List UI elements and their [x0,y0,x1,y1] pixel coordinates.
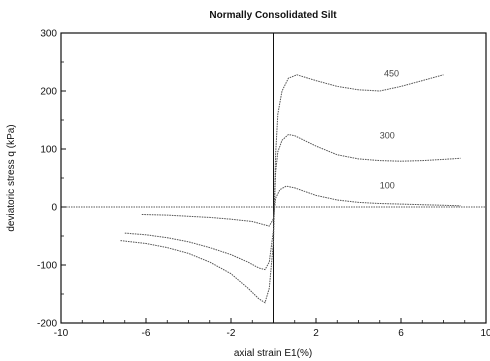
series-line-450 [120,74,444,304]
y-tick-label: 100 [40,145,57,156]
chart-title: Normally Consolidated Silt [209,10,337,21]
x-tick-label: -10 [54,328,69,339]
series-label-100: 100 [380,180,395,190]
series-line-100 [141,185,461,227]
series-line-300 [124,133,461,271]
x-tick-label: 6 [398,328,404,339]
axis-ticks: -10 -6 -2 2 6 10 -200 -100 0 100 200 300 [37,29,490,340]
y-tick-label: 200 [40,87,57,98]
x-tick-label: -6 [142,328,151,339]
y-tick-label: 300 [40,29,57,40]
x-tick-label: 2 [313,328,319,339]
series-group: 450 300 100 [120,69,461,304]
y-tick-label: -100 [37,261,57,272]
y-axis-label: deviatoric stress q (kPa) [6,124,17,231]
x-tick-label: -2 [227,328,236,339]
series-label-450: 450 [384,69,399,79]
x-tick-label: 10 [480,328,490,339]
y-tick-label: 0 [51,203,57,214]
zero-lines [61,33,486,323]
series-label-300: 300 [380,131,395,141]
x-axis-label: axial strain E1(%) [234,348,312,359]
y-tick-label: -200 [37,319,57,330]
